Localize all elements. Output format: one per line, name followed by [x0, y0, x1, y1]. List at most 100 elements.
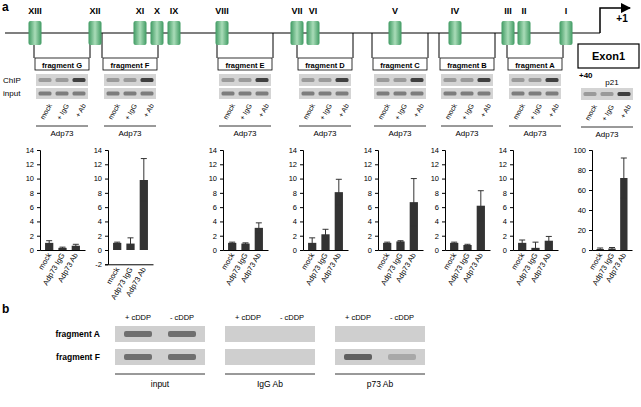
tss-label: +1: [616, 13, 628, 24]
group-label: IgG Ab: [257, 379, 283, 389]
element-label: VII: [291, 6, 302, 16]
gel-band: [344, 354, 372, 360]
y-tick-label: 8: [368, 189, 372, 198]
gel-band: [336, 78, 349, 82]
y-tick: 0: [98, 246, 108, 255]
element-label: X: [154, 6, 160, 16]
y-tick-mark: [375, 150, 378, 151]
x-tick-label: Adp73 Ab: [529, 251, 553, 284]
p73-element: [502, 21, 515, 45]
y-tick: 12: [364, 160, 378, 169]
lane-label: + IgG: [238, 102, 254, 121]
lane-group-label: Adp73: [50, 129, 74, 138]
y-tick-mark: [220, 179, 223, 180]
element-label: XII: [89, 6, 100, 16]
gel-strip: [335, 349, 425, 365]
y-tick-label: 6: [293, 203, 297, 212]
x-axis: mockAdp73 IgGAdp73 Ab: [105, 264, 154, 301]
fragment-label: fragment F: [111, 61, 150, 70]
y-tick-mark: [442, 236, 445, 237]
lane-label: + cDDP: [345, 313, 371, 322]
error-cap: [519, 245, 525, 246]
gel-strip: [104, 74, 156, 86]
y-tick: 100: [573, 146, 592, 155]
y-tick: 6: [368, 203, 378, 212]
y-tick-label: 14: [431, 146, 439, 155]
gel-strip: [299, 88, 351, 99]
gel-band: [141, 92, 154, 96]
y-tick-mark: [510, 193, 513, 194]
gel-strip: [225, 326, 315, 342]
gel-band: [302, 92, 315, 96]
fragment-label: fragment A: [515, 61, 555, 70]
group-label: p73 Ab: [367, 379, 394, 389]
promoter-diagram: a+1fragment Gfragment Ffragment Efragmen…: [2, 0, 639, 139]
y-tick-label: 12: [209, 160, 217, 169]
y-tick-label: 0: [98, 246, 102, 255]
y-tick-mark: [375, 221, 378, 222]
y-tick: 12: [94, 160, 108, 169]
y-tick-label: 14: [289, 146, 297, 155]
y-tick-label: 6: [435, 203, 439, 212]
y-tick: 14: [289, 146, 303, 155]
error-cap: [384, 243, 390, 244]
y-tick: 10: [289, 174, 303, 183]
bar: [396, 241, 404, 250]
y-tick-label: 14: [26, 146, 34, 155]
y-tick: 8: [98, 189, 108, 198]
gel-band: [124, 354, 152, 360]
y-tick-mark: [105, 264, 108, 265]
element-label: IX: [170, 6, 179, 16]
error-bar: [258, 223, 259, 233]
p73-element: [134, 21, 147, 45]
y-tick-label: 0: [293, 246, 297, 255]
y-tick-label: 10: [26, 174, 34, 183]
gel-strip: [219, 74, 271, 86]
plot-area: [113, 159, 148, 250]
y-tick-label: 12: [289, 160, 297, 169]
plot-area: [383, 179, 418, 250]
x-tick: Adp73 Ab: [56, 250, 80, 284]
lane-group-line: [441, 126, 493, 127]
fragment-box: [218, 58, 272, 70]
gel-band: [141, 78, 154, 82]
y-tick-mark: [105, 193, 108, 194]
element-label: XIII: [28, 6, 42, 16]
y-tick: 8: [503, 189, 513, 198]
y-tick-mark: [510, 150, 513, 151]
lane-group-label: Adp73: [118, 129, 142, 138]
tss-arrow: [600, 8, 630, 33]
y-tick: 0: [503, 246, 513, 255]
x-axis-line: [109, 264, 154, 265]
y-tick: 14: [499, 146, 513, 155]
error-bar: [623, 158, 624, 198]
p73-element: [389, 21, 402, 45]
y-tick-mark: [300, 221, 303, 222]
y-tick-label: 20: [578, 226, 586, 235]
lane-label: + IgG: [460, 102, 476, 121]
y-tick-mark: [300, 193, 303, 194]
y-tick: 80: [578, 166, 592, 175]
error-cap: [323, 229, 329, 230]
y-tick-label: 0: [582, 246, 586, 255]
gel-band: [222, 78, 235, 82]
lane-label: - cDDP: [170, 313, 194, 322]
bar: [596, 249, 603, 250]
bar: [241, 244, 249, 250]
bar-chart: 02468101214mockAdp73 IgGAdp73 Ab: [209, 146, 269, 287]
y-tick-label: 4: [368, 217, 372, 226]
y-tick-mark: [442, 250, 445, 251]
x-axis: mockAdp73 IgGAdp73 Ab: [220, 250, 269, 287]
p73-element: [449, 21, 462, 45]
bar-chart: 02468101214mockAdp73 IgGAdp73 Ab: [431, 146, 491, 287]
x-tick-label: Adp73 Ab: [56, 251, 80, 284]
error-cap: [621, 198, 627, 199]
x-tick-label: Adp73 Ab: [394, 251, 418, 284]
lane-label: + Ab: [479, 102, 492, 118]
fragment-bracket: [439, 33, 440, 58]
y-tick: 0: [30, 246, 40, 255]
gel-band: [319, 92, 332, 96]
fragment-box: [373, 58, 427, 70]
y-tick-label: 4: [98, 217, 102, 226]
error-cap: [398, 242, 404, 243]
